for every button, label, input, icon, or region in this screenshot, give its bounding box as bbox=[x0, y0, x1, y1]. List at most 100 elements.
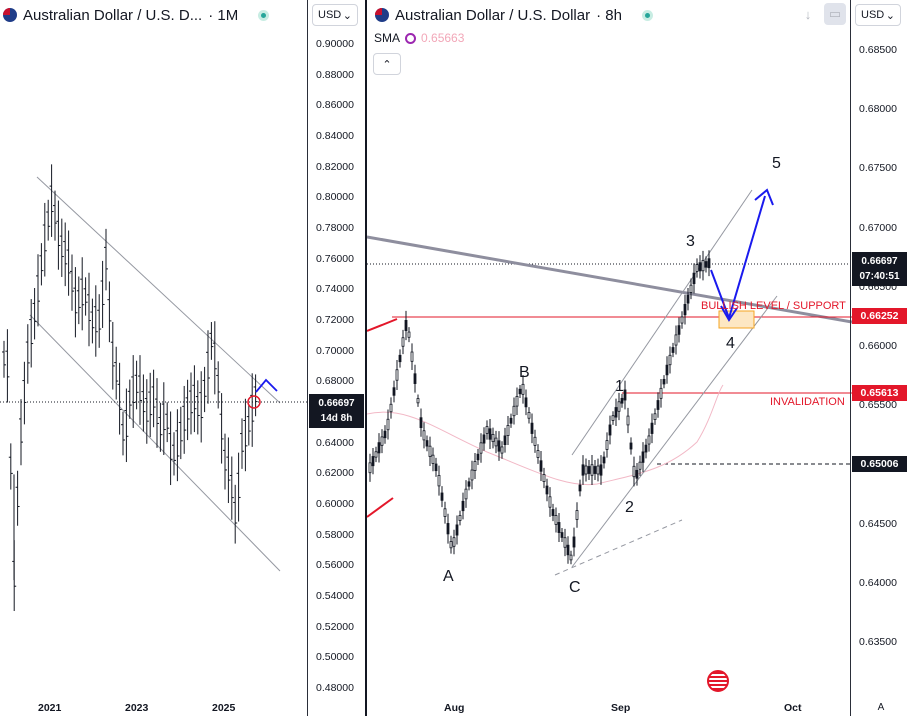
candle-body bbox=[401, 337, 405, 347]
candle-body bbox=[584, 465, 588, 475]
candle-body bbox=[587, 466, 591, 474]
candle-body bbox=[521, 383, 525, 395]
candle-body bbox=[641, 451, 645, 463]
candle-body bbox=[602, 456, 606, 464]
candle-body bbox=[629, 442, 633, 450]
wave-label-A: A bbox=[443, 568, 454, 585]
sma-indicator-legend[interactable]: SMA 0.65663 bbox=[374, 31, 464, 45]
left-last-price-tag: 0.66697 14d 8h bbox=[309, 394, 364, 428]
left-last-price: 0.66697 bbox=[318, 398, 355, 409]
right-currency-select[interactable]: USD ⌄ bbox=[855, 4, 901, 26]
candle-body bbox=[650, 422, 654, 434]
candle-body bbox=[377, 442, 381, 454]
upward-projection-arrow bbox=[255, 378, 278, 393]
candle-body bbox=[566, 544, 570, 556]
candle-body bbox=[623, 389, 627, 401]
candle-body bbox=[614, 407, 618, 418]
right-price-tick: 0.67500 bbox=[859, 162, 897, 175]
left-price-tick: 0.70000 bbox=[316, 344, 354, 357]
candle-body bbox=[632, 465, 636, 478]
wave-label-2: 2 bbox=[625, 499, 634, 516]
candle-body bbox=[605, 440, 609, 450]
wave-label-5: 5 bbox=[772, 155, 781, 172]
impulse-channel-upper bbox=[571, 189, 753, 456]
left-price-tick: 0.58000 bbox=[316, 528, 354, 541]
wave-label-4: 4 bbox=[726, 335, 735, 352]
candle-body bbox=[539, 460, 543, 472]
candle-body bbox=[458, 515, 462, 521]
candle-body bbox=[437, 475, 441, 487]
lower-channel-line bbox=[29, 314, 281, 572]
candle-body bbox=[626, 415, 630, 426]
right-price-axis[interactable]: USD ⌄ 0.68500 0.68000 0.67500 0.67000 0.6650… bbox=[850, 0, 907, 716]
right-price-tick: 0.64500 bbox=[859, 517, 897, 530]
collapse-legend-button[interactable]: ⌃ bbox=[373, 53, 401, 75]
candle-body bbox=[455, 524, 459, 536]
candle-body bbox=[440, 492, 444, 501]
candle-body bbox=[533, 436, 537, 446]
candle-body bbox=[512, 405, 516, 417]
candle-body bbox=[662, 378, 666, 385]
aud-flag-icon bbox=[3, 8, 17, 22]
right-last-price-tag: 0.66697 07:40:51 bbox=[852, 252, 907, 286]
candle-body bbox=[674, 334, 678, 346]
right-last-price: 0.66697 bbox=[861, 256, 898, 267]
right-price-tick: 0.68000 bbox=[859, 103, 897, 116]
breakout-circle bbox=[247, 395, 261, 409]
left-price-tick: 0.54000 bbox=[316, 590, 354, 602]
restore-icon[interactable]: ▭ bbox=[824, 3, 846, 25]
left-chart-title[interactable]: Australian Dollar / U.S. D... bbox=[23, 6, 203, 24]
candle-body bbox=[470, 469, 474, 481]
chevron-down-icon: ⌄ bbox=[885, 9, 895, 22]
market-open-icon bbox=[258, 9, 270, 21]
candle-body bbox=[443, 508, 447, 517]
candle-body bbox=[509, 417, 513, 424]
left-price-tick: 0.76000 bbox=[316, 252, 354, 265]
candle-body bbox=[488, 428, 492, 440]
left-currency-select[interactable]: USD ⌄ bbox=[312, 4, 358, 26]
candle-body bbox=[494, 437, 498, 447]
candle-body bbox=[596, 465, 600, 475]
arrow-down-icon[interactable]: ↓ bbox=[804, 6, 812, 22]
candle-body bbox=[485, 426, 489, 434]
left-chart-interval[interactable]: · 1M bbox=[208, 6, 239, 24]
left-chart-canvas[interactable] bbox=[0, 0, 307, 716]
invalidation-annotation: INVALIDATION bbox=[770, 396, 845, 408]
left-price-tick: 0.78000 bbox=[316, 222, 354, 234]
wave-label-C: C bbox=[569, 579, 581, 596]
left-price-tick: 0.82000 bbox=[316, 160, 354, 173]
indicator-settings-icon[interactable] bbox=[405, 32, 417, 44]
right-currency-label: USD bbox=[861, 9, 885, 21]
left-price-tick: 0.60000 bbox=[316, 498, 354, 510]
candle-body bbox=[644, 444, 648, 453]
right-chart-pane[interactable]: Australian Dollar / U.S. Dollar · 8h ↓ ▭… bbox=[365, 0, 852, 716]
candle-body bbox=[617, 401, 621, 412]
left-chart-pane[interactable]: Australian Dollar / U.S. D... · 1M bbox=[0, 0, 307, 716]
candle-body bbox=[449, 541, 453, 549]
candle-body bbox=[560, 532, 564, 538]
candle-body bbox=[527, 412, 531, 419]
candle-body bbox=[398, 354, 402, 363]
right-price-tick: 0.67000 bbox=[859, 221, 897, 234]
candle-body bbox=[536, 450, 540, 458]
candle-body bbox=[491, 433, 495, 443]
left-price-axis[interactable]: USD ⌄ 0.90000 0.88000 0.86000 0.84000 0.8200… bbox=[307, 0, 365, 716]
left-price-tick: 0.68000 bbox=[316, 375, 354, 388]
candle-body bbox=[668, 354, 672, 366]
candle-body bbox=[695, 264, 699, 272]
candle-body bbox=[431, 454, 435, 464]
left-price-tick: 0.72000 bbox=[316, 314, 354, 326]
right-chart-title[interactable]: Australian Dollar / U.S. Dollar bbox=[395, 6, 591, 24]
candle-body bbox=[410, 351, 414, 362]
right-chart-canvas[interactable] bbox=[367, 0, 852, 716]
sma-label: SMA bbox=[374, 31, 401, 45]
candle-body bbox=[620, 397, 624, 404]
right-chart-interval[interactable]: · 8h bbox=[596, 6, 622, 24]
candle-body bbox=[698, 262, 702, 272]
candle-body bbox=[611, 415, 615, 421]
candle-body bbox=[503, 435, 507, 445]
auto-scale-button[interactable]: A bbox=[877, 701, 885, 713]
candle-body bbox=[428, 445, 432, 457]
candle-body bbox=[542, 474, 546, 482]
candle-body bbox=[557, 522, 561, 533]
